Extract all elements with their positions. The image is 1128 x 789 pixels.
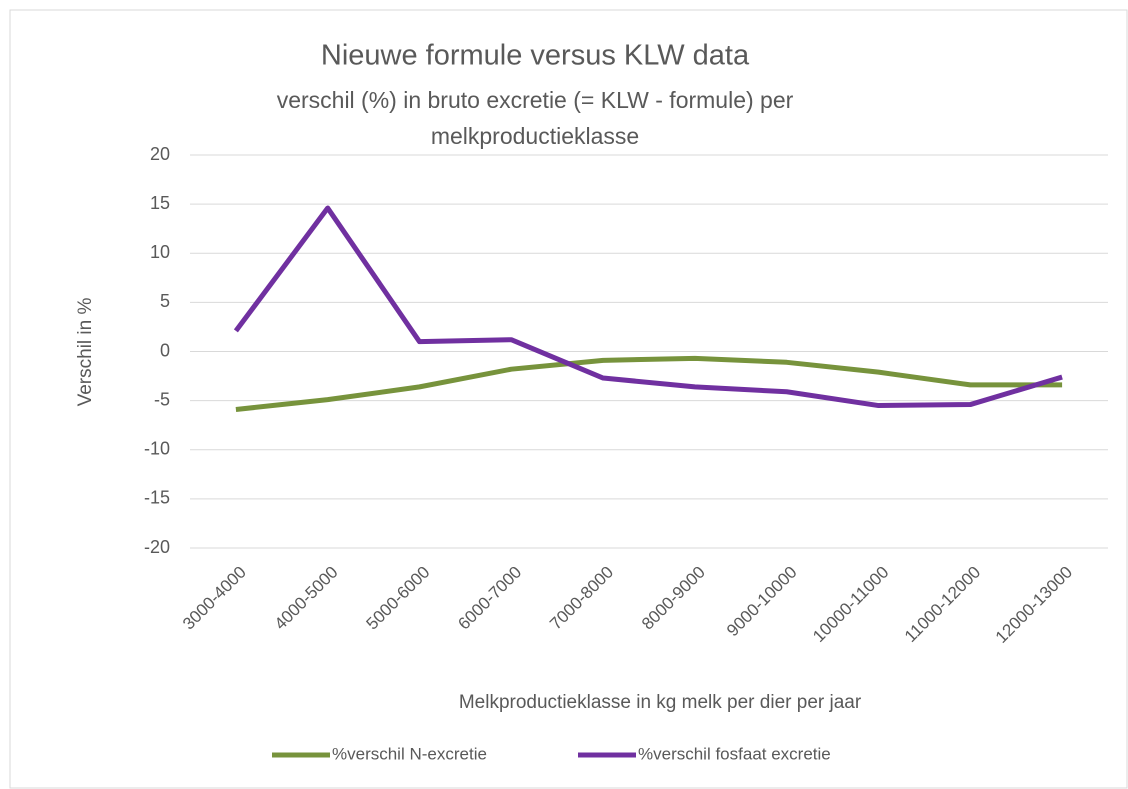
y-tick-label: -15 bbox=[144, 488, 170, 508]
y-tick-label: 5 bbox=[160, 291, 170, 311]
legend-label: %verschil N-excretie bbox=[332, 744, 487, 763]
y-tick-label: 20 bbox=[150, 144, 170, 164]
series-line bbox=[233, 205, 1063, 409]
y-tick-label: -20 bbox=[144, 537, 170, 557]
series-line bbox=[235, 355, 1063, 412]
y-tick-label: 0 bbox=[160, 340, 170, 360]
y-axis-title: Verschil in % bbox=[75, 298, 96, 407]
x-axis-title: Melkproductieklasse in kg melk per dier … bbox=[459, 692, 862, 713]
chart-frame bbox=[9, 9, 1128, 789]
y-tick-label: -10 bbox=[144, 439, 170, 459]
y-tick-label: -5 bbox=[154, 389, 170, 409]
chart-subtitle: verschil (%) in bruto excretie (= KLW - … bbox=[276, 87, 794, 149]
y-tick-label: 10 bbox=[150, 242, 170, 262]
legend-label: %verschil fosfaat excretie bbox=[638, 744, 831, 763]
y-tick-label: 15 bbox=[150, 193, 170, 213]
chart-title: Nieuwe formule versus KLW data bbox=[321, 40, 750, 72]
